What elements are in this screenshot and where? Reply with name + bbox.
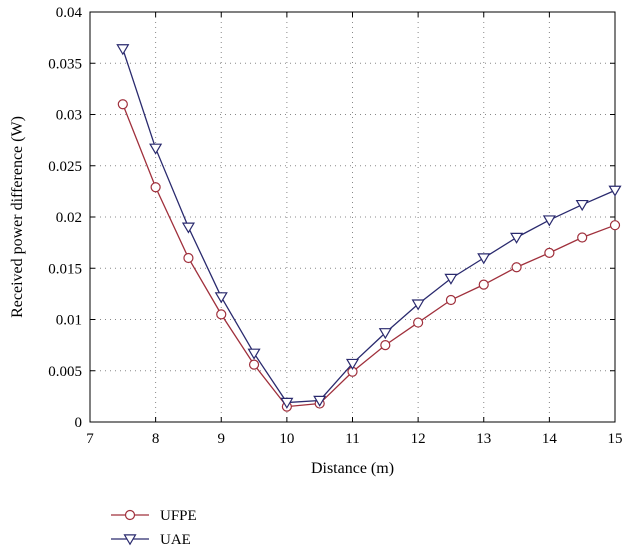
x-tick-label: 11 (345, 431, 359, 447)
legend-marker (124, 509, 136, 521)
x-axis-label: Distance (m) (311, 460, 394, 477)
data-point-ufpe (248, 359, 260, 370)
data-point-ufpe (150, 182, 161, 193)
series-ufpe (117, 99, 621, 412)
data-point-ufpe (478, 279, 489, 290)
x-tick-label: 14 (542, 431, 558, 447)
legend-label: UFPE (160, 508, 197, 524)
legend-label: UAE (160, 532, 191, 548)
data-point-uae (444, 273, 458, 285)
x-tick-label: 12 (411, 431, 426, 447)
y-tick-label: 0.025 (48, 159, 82, 175)
legend-entry-ufpe: UFPE (111, 508, 197, 524)
data-point-uae (149, 143, 163, 155)
data-point-ufpe (609, 220, 621, 231)
y-tick-label: 0.015 (48, 261, 82, 277)
data-point-uae (345, 358, 360, 370)
x-tick-label: 7 (86, 431, 94, 447)
data-point-ufpe (413, 317, 424, 328)
data-point-uae (214, 292, 228, 304)
data-point-uae (542, 215, 556, 227)
data-point-uae (608, 185, 622, 197)
x-tick-label: 13 (476, 431, 491, 447)
y-tick-label: 0.02 (56, 210, 82, 226)
data-point-uae (477, 253, 491, 265)
legend-entry-uae: UAE (111, 532, 191, 548)
data-point-ufpe (380, 340, 391, 351)
data-point-uae (378, 328, 392, 340)
data-point-ufpe (216, 309, 227, 320)
y-tick-label: 0.03 (56, 108, 82, 124)
data-point-ufpe (183, 252, 194, 264)
series-line-ufpe (122, 104, 616, 408)
data-point-ufpe (511, 262, 522, 273)
legend-marker (123, 534, 137, 546)
data-point-uae (411, 299, 425, 311)
data-point-ufpe (544, 247, 555, 258)
y-tick-label: 0.01 (56, 313, 82, 329)
series-uae (116, 44, 622, 409)
x-tick-label: 9 (218, 431, 226, 447)
x-tick-label: 8 (152, 431, 160, 447)
x-tick-label: 15 (608, 431, 623, 447)
data-series (116, 44, 622, 412)
data-point-uae (575, 199, 589, 212)
axis-ticks: 7 8 9 10 11 12 13 14 15 0 0.005 0.01 0.015 0.02 0.025 0… (48, 5, 622, 447)
data-point-uae (247, 348, 261, 360)
data-point-ufpe (445, 294, 457, 306)
y-tick-label: 0.035 (48, 56, 82, 72)
data-point-uae (181, 222, 195, 234)
legend: UFPE UAE (111, 508, 197, 548)
data-point-uae (313, 395, 327, 407)
data-point-ufpe (577, 232, 588, 243)
data-point-ufpe (117, 99, 128, 110)
data-point-uae (116, 44, 130, 56)
y-tick-label: 0 (75, 415, 83, 431)
data-point-uae (510, 232, 524, 244)
series-line-uae (122, 48, 616, 404)
y-tick-label: 0.005 (48, 364, 82, 380)
x-tick-label: 10 (279, 431, 294, 447)
data-point-uae (280, 397, 294, 409)
y-axis-label: Received power difference (W) (9, 116, 26, 318)
y-tick-label: 0.04 (56, 5, 83, 21)
